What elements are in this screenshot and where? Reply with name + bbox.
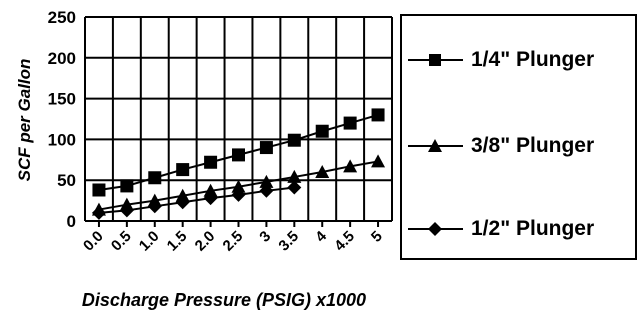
legend-label: 1/4" Plunger bbox=[471, 48, 595, 71]
legend-marker-diamond-icon bbox=[408, 222, 463, 236]
x-tick-label: 4.5 bbox=[331, 228, 358, 255]
series-layer bbox=[91, 108, 386, 220]
legend-marker-square-icon bbox=[408, 54, 463, 66]
data-point-square bbox=[315, 124, 329, 138]
x-axis-title: Discharge Pressure (PSIG) x1000 bbox=[82, 290, 366, 310]
legend-marker-triangle-icon bbox=[408, 139, 463, 152]
data-point-square bbox=[204, 155, 218, 169]
data-point-triangle bbox=[315, 165, 330, 179]
x-tick-label: 3.5 bbox=[275, 228, 302, 255]
x-tick-label: 3 bbox=[256, 228, 274, 246]
data-point-square bbox=[120, 179, 134, 193]
data-point-square bbox=[176, 163, 190, 177]
data-point-triangle bbox=[231, 179, 246, 193]
data-point-diamond bbox=[147, 199, 162, 214]
data-point-triangle bbox=[203, 183, 218, 197]
data-point-diamond bbox=[203, 191, 218, 206]
data-point-diamond bbox=[119, 203, 134, 218]
x-tick-label: 4 bbox=[312, 227, 330, 245]
y-tick-label: 0 bbox=[67, 212, 76, 231]
x-tick-label: 2.5 bbox=[220, 228, 247, 255]
data-point-square bbox=[148, 171, 162, 185]
y-axis-title: SCF per Gallon bbox=[15, 59, 34, 182]
data-point-square bbox=[232, 148, 245, 162]
data-point-diamond bbox=[91, 205, 106, 220]
x-tick-label: 5 bbox=[368, 228, 386, 246]
data-point-triangle bbox=[287, 169, 302, 183]
grid-lines bbox=[84, 16, 393, 222]
legend-item-3: 1/2" Plunger bbox=[408, 214, 594, 244]
data-point-triangle bbox=[259, 174, 274, 188]
legend-item-1: 1/4" Plunger bbox=[408, 45, 594, 75]
x-tick-label: 0.5 bbox=[108, 228, 135, 255]
data-point-square bbox=[259, 141, 273, 155]
legend: 1/4" Plunger 3/8" Plunger 1/2" Plunger bbox=[400, 14, 637, 260]
y-tick-label: 250 bbox=[48, 8, 76, 27]
data-point-diamond bbox=[259, 183, 274, 198]
legend-label: 3/8" Plunger bbox=[471, 134, 595, 157]
data-point-square bbox=[343, 116, 357, 130]
y-tick-label: 50 bbox=[57, 171, 76, 190]
x-tick-label: 1.0 bbox=[136, 228, 163, 255]
legend-item-2: 3/8" Plunger bbox=[408, 131, 594, 161]
data-point-triangle bbox=[175, 188, 190, 202]
data-point-square bbox=[92, 183, 106, 197]
data-point-diamond bbox=[231, 187, 246, 202]
x-tick-label: 2.0 bbox=[192, 228, 219, 255]
x-tick-label: 1.5 bbox=[164, 228, 191, 255]
y-tick-label: 200 bbox=[48, 49, 76, 68]
data-point-triangle bbox=[371, 154, 386, 168]
data-point-diamond bbox=[287, 180, 302, 195]
data-point-square bbox=[371, 108, 385, 122]
data-point-triangle bbox=[343, 159, 358, 173]
y-tick-label: 100 bbox=[48, 130, 76, 149]
data-point-square bbox=[287, 133, 301, 147]
data-point-diamond bbox=[175, 195, 190, 210]
x-tick-label: 0.0 bbox=[80, 228, 107, 255]
y-tick-label: 150 bbox=[48, 90, 76, 109]
legend-label: 1/2" Plunger bbox=[471, 217, 595, 240]
